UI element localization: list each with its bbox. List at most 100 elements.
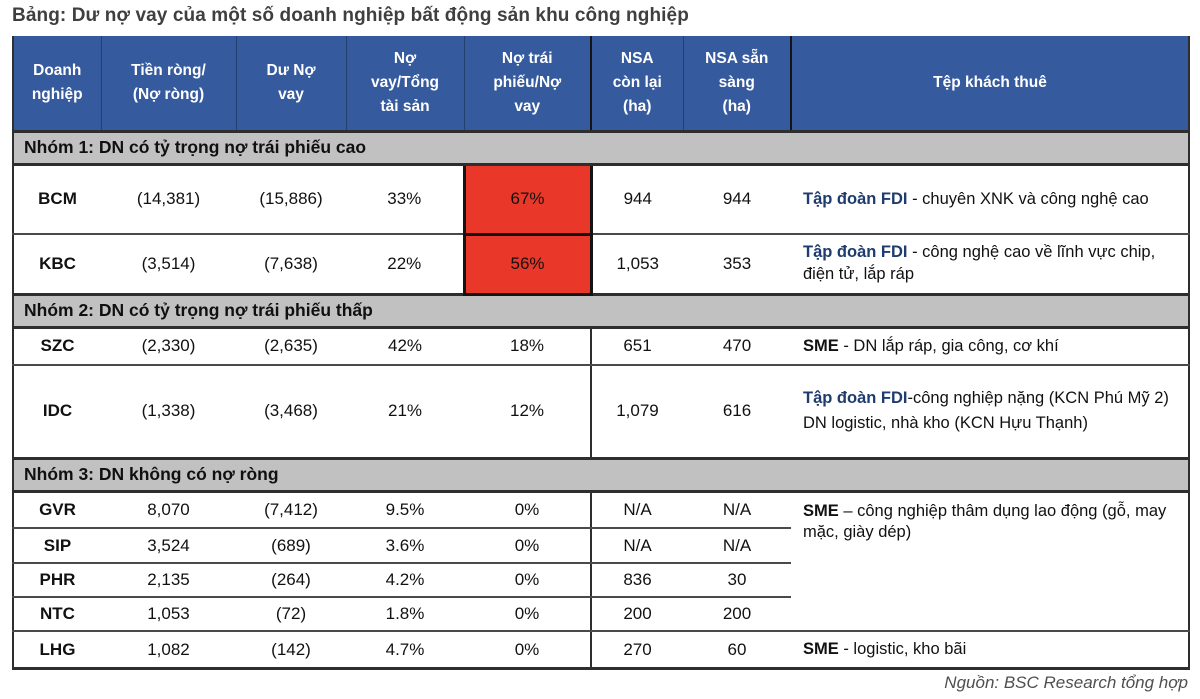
- tenant-text: - chuyên XNK và công nghệ cao: [907, 189, 1149, 208]
- cell: 1,082: [101, 631, 236, 670]
- col-header-nsa-con-lai: NSA còn lại (ha): [590, 36, 684, 131]
- header-row: Doanh nghiệp Tiền ròng/ (Nợ ròng) Dư Nợ …: [13, 36, 1189, 131]
- group-header: Nhóm 1: DN có tỷ trọng nợ trái phiếu cao: [13, 129, 1189, 166]
- bond-cell: 0%: [464, 528, 592, 564]
- tenant-lead: Tập đoàn FDI: [803, 389, 908, 408]
- table-row-lhg: LHG 1,082 (142) 4.7% 0% 270 60 SME - log…: [13, 631, 1189, 670]
- bond-cell: 18%: [464, 327, 592, 366]
- tenant-text: – công nghiệp thâm dụng lao động (gỗ, ma…: [803, 501, 1167, 541]
- cell: 616: [683, 365, 791, 459]
- tenant-cell: Tập đoàn FDI-công nghiệp nặng (KCN Phú M…: [791, 365, 1189, 459]
- cell: (3,514): [101, 234, 236, 295]
- cell: 1,053: [101, 597, 236, 632]
- cell: (7,638): [236, 234, 346, 295]
- cell: N/A: [591, 528, 683, 564]
- col-header-doanh-nghiep: Doanh nghiệp: [13, 36, 102, 131]
- tenant-lead: SME: [803, 640, 839, 658]
- col-header-no-trai-phieu: Nợ trái phiếu/Nợ vay: [464, 36, 592, 131]
- tenant-text: - công nghệ cao về lĩnh vực chip, điện t…: [803, 243, 1156, 283]
- cell: 42%: [346, 327, 464, 366]
- ticker-cell: KBC: [13, 234, 101, 295]
- tenant-lead: Tập đoàn FDI: [803, 189, 908, 208]
- highlighted-bond-cell: 56%: [462, 232, 593, 296]
- group-row-3: Nhóm 3: DN không có nợ ròng: [13, 456, 1189, 493]
- cell: 944: [591, 164, 683, 235]
- group-row-1: Nhóm 1: DN có tỷ trọng nợ trái phiếu cao: [13, 129, 1189, 166]
- table-row-gvr: GVR 8,070 (7,412) 9.5% 0% N/A N/A SME – …: [13, 491, 1189, 632]
- cell: (1,338): [101, 365, 236, 459]
- highlighted-bond-cell: 67%: [462, 162, 593, 236]
- tenant-text: - logistic, kho bãi: [838, 640, 967, 658]
- cell: (3,468): [236, 365, 346, 459]
- tenant-text: -công nghiệp nặng (KCN Phú Mỹ 2): [907, 389, 1169, 408]
- table-row-ntc: NTC 1,053 (72) 1.8% 0% 200 200: [13, 597, 1189, 632]
- cell: (15,886): [236, 164, 346, 235]
- tenant-text: - DN lắp ráp, gia công, cơ khí: [838, 336, 1059, 355]
- table-row-phr: PHR 2,135 (264) 4.2% 0% 836 30: [13, 563, 1189, 598]
- bond-cell: 0%: [464, 563, 592, 598]
- tenant-lead: SME: [803, 336, 839, 355]
- ticker-cell: NTC: [13, 597, 101, 632]
- table-row-idc: IDC (1,338) (3,468) 21% 12% 1,079 616 Tậ…: [13, 365, 1189, 459]
- cell: 200: [591, 597, 683, 632]
- source-note: Nguồn: BSC Research tổng hợp: [944, 673, 1188, 693]
- cell: 1,079: [591, 365, 683, 459]
- tenant-lead: Tập đoàn FDI: [803, 243, 908, 262]
- cell: (2,330): [101, 327, 236, 366]
- cell: (72): [236, 597, 346, 632]
- col-header-no-vay-tong-tai-san: Nợ vay/Tổng tài sản: [346, 36, 465, 131]
- table-row-sip: SIP 3,524 (689) 3.6% 0% N/A N/A: [13, 528, 1189, 564]
- cell: 270: [591, 631, 683, 670]
- col-header-tep-khach-thue: Tệp khách thuê: [790, 36, 1189, 131]
- cell: (689): [236, 528, 346, 564]
- cell: 60: [683, 631, 791, 670]
- cell: 1,053: [591, 234, 683, 295]
- group-header: Nhóm 3: DN không có nợ ròng: [13, 456, 1189, 493]
- cell: 470: [683, 327, 791, 366]
- tenant-lead: SME: [803, 501, 839, 520]
- cell: N/A: [591, 491, 683, 529]
- cell: 30: [683, 563, 791, 598]
- ticker-cell: GVR: [13, 491, 101, 529]
- cell: 8,070: [101, 491, 236, 529]
- ticker-cell: SIP: [13, 528, 101, 564]
- cell: 33%: [346, 164, 464, 235]
- cell: 2,135: [101, 563, 236, 598]
- debt-table: Doanh nghiệp Tiền ròng/ (Nợ ròng) Dư Nợ …: [12, 36, 1190, 671]
- tenant-cell: Tập đoàn FDI - công nghệ cao về lĩnh vực…: [791, 234, 1189, 295]
- tenant-text-line2: DN logistic, nhà kho (KCN Hựu Thạnh): [803, 413, 1088, 432]
- page-title: Bảng: Dư nợ vay của một số doanh nghiệp …: [12, 5, 689, 26]
- tenant-cell: SME - logistic, kho bãi: [791, 631, 1189, 670]
- table-row-bcm: BCM (14,381) (15,886) 33% 67% 944 944 Tậ…: [13, 162, 1189, 236]
- col-header-du-no-vay: Dư Nợ vay: [236, 36, 347, 131]
- ticker-cell: BCM: [13, 164, 101, 235]
- table-row-kbc: KBC (3,514) (7,638) 22% 56% 1,053 353 Tậ…: [13, 232, 1189, 296]
- ticker-cell: LHG: [13, 631, 101, 670]
- cell: 4.2%: [346, 563, 464, 598]
- cell: 353: [683, 234, 791, 295]
- tenant-cell-merged: SME – công nghiệp thâm dụng lao động (gỗ…: [791, 491, 1189, 632]
- table-row-szc: SZC (2,330) (2,635) 42% 18% 651 470 SME …: [13, 327, 1189, 366]
- cell: 200: [683, 597, 791, 632]
- cell: (264): [236, 563, 346, 598]
- bond-cell: 0%: [464, 491, 592, 529]
- ticker-cell: IDC: [13, 365, 101, 459]
- cell: 651: [591, 327, 683, 366]
- cell: 9.5%: [346, 491, 464, 529]
- tenant-cell: SME - DN lắp ráp, gia công, cơ khí: [791, 327, 1189, 366]
- cell: 21%: [346, 365, 464, 459]
- col-header-tien-rong: Tiền ròng/ (Nợ ròng): [101, 36, 237, 131]
- bond-cell: 12%: [464, 365, 592, 459]
- group-header: Nhóm 2: DN có tỷ trọng nợ trái phiếu thấ…: [13, 292, 1189, 329]
- cell: 836: [591, 563, 683, 598]
- cell: 3,524: [101, 528, 236, 564]
- cell: 22%: [346, 234, 464, 295]
- cell: 4.7%: [346, 631, 464, 670]
- cell: (142): [236, 631, 346, 670]
- col-header-nsa-san-sang: NSA sẵn sàng (ha): [683, 36, 792, 131]
- bond-cell: 0%: [464, 597, 592, 632]
- cell: 1.8%: [346, 597, 464, 632]
- ticker-cell: SZC: [13, 327, 101, 366]
- cell: 3.6%: [346, 528, 464, 564]
- cell: 944: [683, 164, 791, 235]
